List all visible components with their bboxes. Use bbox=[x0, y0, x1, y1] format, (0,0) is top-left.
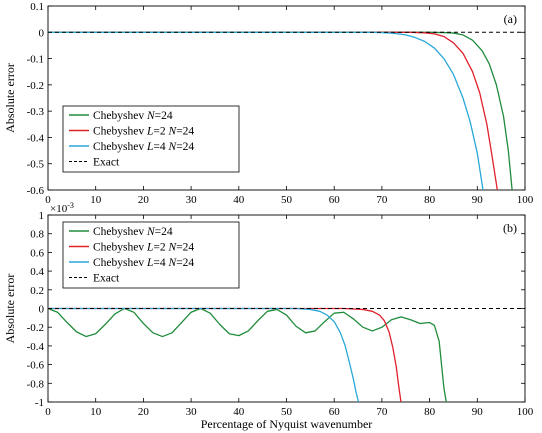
y-tick-label: 0.2 bbox=[30, 285, 44, 297]
x-tick-label: 30 bbox=[186, 406, 198, 418]
y-tick-label: -0.2 bbox=[27, 322, 44, 334]
legend-box bbox=[62, 105, 240, 173]
panel-label: (a) bbox=[504, 12, 517, 26]
x-tick-label: 60 bbox=[329, 406, 341, 418]
y-tick-label: -0.5 bbox=[27, 159, 45, 171]
legend-label: Chebyshev L=4 N=24 bbox=[93, 257, 194, 269]
x-tick-label: 90 bbox=[472, 406, 484, 418]
y-axis-label: Absolute error bbox=[3, 274, 17, 344]
x-tick-label: 90 bbox=[472, 194, 484, 206]
x-tick-label: 20 bbox=[138, 194, 150, 206]
x-tick-label: 40 bbox=[233, 194, 245, 206]
y-tick-label: -0.2 bbox=[27, 80, 44, 92]
y-tick-label: 1 bbox=[39, 210, 45, 222]
x-tick-label: 40 bbox=[233, 406, 245, 418]
y-tick-label: 0.4 bbox=[30, 266, 44, 278]
y-tick-label: -0.4 bbox=[27, 132, 45, 144]
y-tick-label: -0.6 bbox=[27, 360, 45, 372]
legend-label: Chebyshev N=24 bbox=[93, 110, 173, 122]
x-tick-label: 70 bbox=[376, 406, 388, 418]
x-tick-label: 50 bbox=[281, 406, 293, 418]
x-tick-label: 10 bbox=[90, 194, 102, 206]
x-tick-label: 0 bbox=[45, 406, 51, 418]
legend-label: Exact bbox=[93, 273, 120, 285]
legend-label: Chebyshev L=2 N=24 bbox=[93, 126, 194, 138]
series-line-0 bbox=[48, 307, 447, 402]
x-tick-label: 70 bbox=[376, 194, 388, 206]
y-scale-note: ×10-3 bbox=[50, 201, 74, 215]
x-tick-label: 60 bbox=[329, 194, 341, 206]
x-tick-label: 80 bbox=[424, 406, 436, 418]
y-tick-label: -1 bbox=[35, 397, 44, 409]
x-tick-label: 20 bbox=[138, 406, 150, 418]
y-axis-label: Absolute error bbox=[3, 63, 17, 133]
y-tick-label: 0 bbox=[39, 304, 45, 316]
x-tick-label: 100 bbox=[517, 406, 534, 418]
legend-label: Exact bbox=[93, 157, 120, 169]
y-tick-label: 0.8 bbox=[30, 229, 44, 241]
chart-panel-a: 0 10 20 30 40 50 60 70 80 90 100 0.1 0 -0.1 -0.2 -0.3 -0… bbox=[3, 1, 534, 206]
legend-label: Chebyshev L=2 N=24 bbox=[93, 242, 194, 254]
x-tick-label: 100 bbox=[517, 194, 534, 206]
panel-label: (b) bbox=[503, 221, 517, 235]
y-tick-label: 0.6 bbox=[30, 247, 44, 259]
x-tick-label: 80 bbox=[424, 194, 436, 206]
x-axis-label: Percentage of Nyquist wavenumber bbox=[201, 417, 373, 431]
y-tick-label: -0.8 bbox=[27, 378, 45, 390]
chart-panel-b: 0 10 20 30 40 50 60 70 80 90 100 1 0.8 0.6 0.4 0.2 0 -0.2… bbox=[3, 201, 534, 431]
x-tick-label: 30 bbox=[186, 194, 198, 206]
legend-box bbox=[62, 221, 240, 289]
series-line-2 bbox=[48, 31, 484, 190]
series-line-2 bbox=[48, 307, 360, 402]
x-tick-label: 0 bbox=[45, 194, 51, 206]
y-tick-label: -0.3 bbox=[27, 106, 45, 118]
x-tick-label: 10 bbox=[90, 406, 102, 418]
series-line-1 bbox=[48, 307, 402, 402]
legend-label: Chebyshev L=4 N=24 bbox=[93, 141, 194, 153]
y-tick-label: -0.6 bbox=[27, 185, 45, 197]
y-tick-label: 0.1 bbox=[30, 1, 44, 13]
y-tick-label: -0.4 bbox=[27, 341, 45, 353]
y-tick-label: -0.1 bbox=[27, 54, 44, 66]
x-tick-label: 50 bbox=[281, 194, 293, 206]
legend-label: Chebyshev N=24 bbox=[93, 226, 173, 238]
y-tick-label: 0 bbox=[39, 27, 45, 39]
